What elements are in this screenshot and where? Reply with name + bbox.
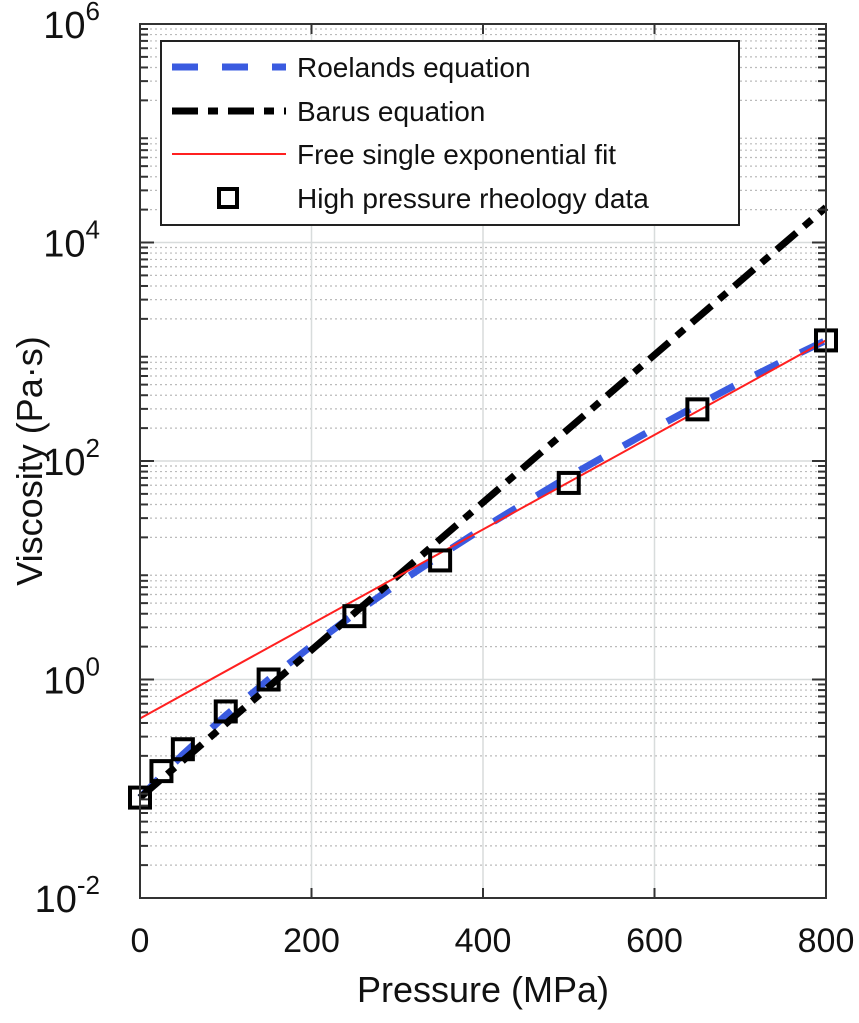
x-tick-label: 600: [626, 922, 683, 960]
y-axis-label: Viscosity (Pa·s): [9, 336, 50, 585]
x-tick-label: 800: [798, 922, 855, 960]
data-point-marker: [342, 604, 367, 629]
data-point-marker: [170, 737, 195, 762]
data-point-marker: [149, 759, 174, 784]
x-tick-label: 200: [283, 922, 340, 960]
series-line-roelands-equation: [137, 337, 828, 801]
y-tick-label: 106: [43, 0, 100, 47]
y-tick-label: 10-2: [35, 870, 100, 921]
legend-label: Barus equation: [297, 96, 485, 127]
legend-label: Roelands equation: [297, 52, 531, 83]
ticks: [139, 23, 827, 899]
legend: Roelands equation Barus equation Free sing…: [160, 40, 740, 226]
x-tick-label: 0: [131, 922, 150, 960]
data-point-marker: [213, 699, 238, 724]
legend-box: [160, 40, 740, 226]
y-tick-label: 104: [43, 215, 100, 266]
legend-marker-high-pressure-rheology-data: [217, 187, 239, 209]
legend-label: Free single exponential fit: [297, 139, 616, 170]
tick-labels: 10-2 100 102 104 106 0 200 400 600 800: [35, 0, 855, 960]
x-tick-label: 400: [455, 922, 512, 960]
y-tick-label: 102: [43, 433, 100, 484]
series-line-barus-equation: [137, 204, 829, 801]
data-point-marker: [256, 667, 281, 692]
data-point-marker: [428, 548, 453, 573]
data-point-marker: [556, 470, 581, 495]
series-line-free-single-exponential-fit: [139, 339, 827, 720]
legend-label: High pressure rheology data: [297, 183, 649, 214]
y-tick-label: 100: [43, 652, 100, 703]
data-point-marker: [685, 397, 710, 422]
x-axis-label: Pressure (MPa): [357, 969, 609, 1010]
